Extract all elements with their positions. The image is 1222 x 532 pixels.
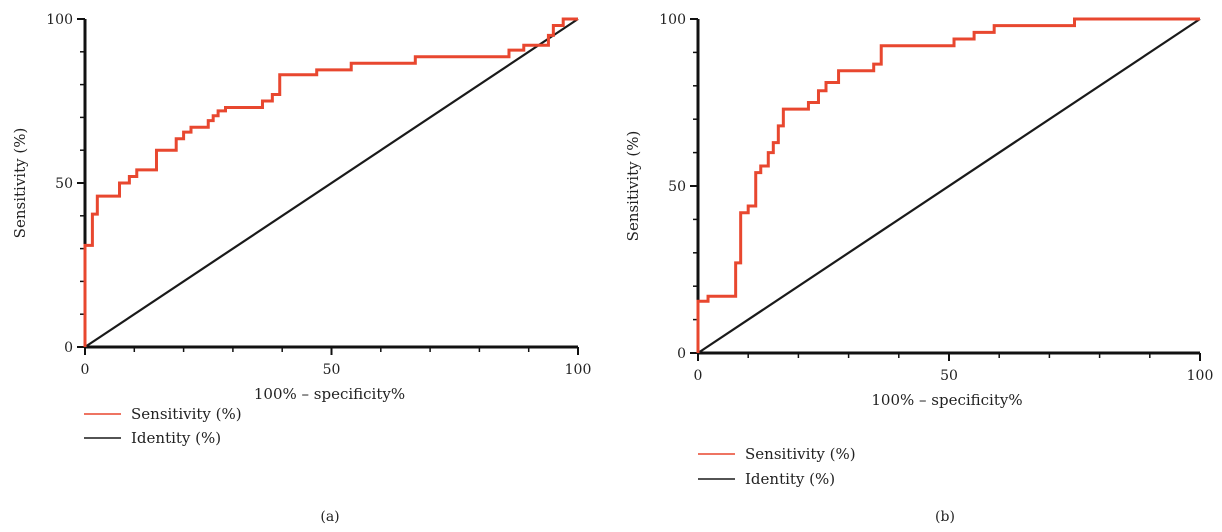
y-axis-title: Sensitivity (%) <box>624 131 642 242</box>
legend-label-identity: Identity (%) <box>745 470 835 488</box>
legend-label-sensitivity: Sensitivity (%) <box>745 445 856 463</box>
sensitivity-series-line <box>83 17 578 347</box>
identity-series-line <box>84 18 579 348</box>
x-axis-title: 100% – specificity% <box>254 385 405 403</box>
y-tick-label: 0 <box>677 346 686 362</box>
x-tick-label: 0 <box>694 368 703 384</box>
panel-label: (b) <box>935 509 955 525</box>
chart-panel-1: 0 50 100 0 50 100 100% – specificity% Sensitivi… <box>11 12 591 525</box>
chart-panel-2: 0 50 100 0 50 100 100% – specificity% Sensitivi… <box>624 12 1213 525</box>
y-axis-title: Sensitivity (%) <box>11 128 29 239</box>
panel-label: (a) <box>320 509 339 525</box>
y-tick-label: 50 <box>55 176 73 192</box>
x-tick-label: 100 <box>1187 368 1214 384</box>
sensitivity-series-line <box>696 17 1200 353</box>
y-tick-label: 100 <box>46 12 73 28</box>
x-tick-label: 50 <box>940 368 958 384</box>
identity-series-line <box>697 18 1201 354</box>
legend-label-sensitivity: Sensitivity (%) <box>131 405 242 423</box>
y-tick-label: 0 <box>64 340 73 356</box>
x-axis-title: 100% – specificity% <box>871 391 1022 409</box>
x-tick-label: 0 <box>81 362 90 378</box>
y-tick-label: 100 <box>659 12 686 28</box>
x-tick-label: 100 <box>565 362 592 378</box>
legend-label-identity: Identity (%) <box>131 429 221 447</box>
y-tick-label: 50 <box>668 179 686 195</box>
x-tick-label: 50 <box>323 362 341 378</box>
